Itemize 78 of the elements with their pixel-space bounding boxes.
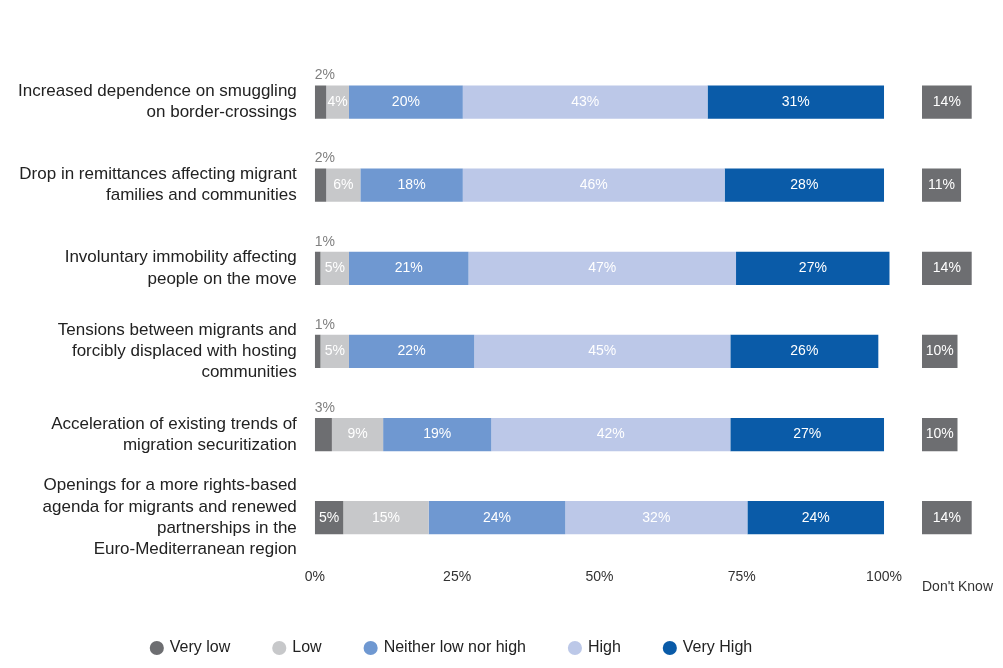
x-tick-label: 100% (866, 568, 902, 585)
bar (707, 85, 885, 119)
data-label: 27% (793, 425, 822, 442)
x-axis-title: Don't Know (922, 577, 994, 594)
data-label: 11% (928, 176, 956, 193)
bar (314, 334, 321, 369)
bar (383, 417, 492, 452)
data-label: 46% (579, 176, 608, 193)
data-label: 4% (327, 92, 348, 109)
data-label: 31% (781, 92, 810, 109)
data-label: 10% (925, 342, 954, 359)
y-tick-label: Acceleration of existing trends of migration securitization (51, 413, 298, 454)
bar (462, 168, 725, 202)
bar (314, 85, 327, 119)
x-tick-label: 75% (727, 568, 756, 585)
bar (730, 334, 879, 369)
data-label: 9% (347, 425, 368, 442)
legend-label: Low (292, 638, 323, 656)
data-label: 14% (932, 259, 961, 276)
bar (314, 168, 327, 202)
bar (314, 251, 321, 285)
data-label: 21% (394, 259, 423, 276)
data-label: 15% (371, 508, 400, 525)
data-label: 14% (932, 92, 961, 109)
y-tick-label: Openings for a more rights-based agenda for migrants and renewed partnerships in the Euro-Mediterranean region (42, 475, 297, 559)
data-label: 26% (790, 342, 819, 359)
legend-label: Neither low nor high (383, 638, 526, 656)
bar (565, 501, 748, 535)
bar (348, 251, 469, 285)
y-tick-label: Increased dependence on smuggling on border-crossings (17, 81, 297, 122)
data-label: 5% (318, 508, 340, 525)
data-label: 14% (932, 508, 961, 525)
data-label: 1% (314, 232, 336, 249)
data-label: 43% (571, 92, 600, 109)
data-label: 45% (588, 342, 617, 359)
data-label: 32% (642, 508, 671, 525)
data-label: 47% (588, 259, 617, 276)
x-tick-label: 50% (585, 568, 614, 585)
data-label: 2% (314, 66, 336, 83)
bar (348, 85, 463, 119)
bar (491, 417, 731, 452)
bar (314, 417, 332, 452)
bar (468, 251, 737, 285)
legend-label: Very low (169, 638, 231, 656)
data-label: 5% (324, 259, 345, 276)
y-tick-label: Drop in remittances affecting migrant families and communities (19, 164, 298, 205)
y-tick-label: Tensions between migrants and forcibly displaced with hosting communities (57, 319, 297, 382)
data-label: 27% (798, 259, 827, 276)
data-label: 5% (324, 342, 345, 359)
bar (348, 334, 475, 369)
x-tick-label: 25% (443, 568, 472, 585)
bar (736, 251, 890, 285)
bar (730, 417, 885, 452)
legend-label: High (587, 638, 621, 656)
data-label: 24% (482, 508, 511, 525)
data-label: 42% (596, 425, 625, 442)
data-label: 3% (314, 398, 336, 415)
data-label: 20% (391, 92, 420, 109)
bar (360, 168, 463, 202)
data-label: 2% (314, 149, 336, 166)
bar (343, 501, 429, 535)
data-label: 10% (925, 425, 954, 442)
data-label: 24% (801, 508, 830, 525)
bar (747, 501, 885, 535)
data-label: 19% (423, 425, 452, 442)
bar (462, 85, 708, 119)
data-label: 28% (790, 176, 819, 193)
bar (331, 417, 384, 452)
y-tick-label: Involuntary immobility affecting people on the move (64, 247, 297, 288)
bar (474, 334, 731, 369)
bar (724, 168, 885, 202)
data-label: 22% (397, 342, 426, 359)
x-tick-label: 0% (304, 568, 325, 585)
data-label: 1% (314, 315, 336, 332)
bar (428, 501, 566, 535)
data-label: 18% (397, 176, 426, 193)
data-label: 6% (333, 176, 354, 193)
legend-label: Very High (682, 638, 753, 656)
